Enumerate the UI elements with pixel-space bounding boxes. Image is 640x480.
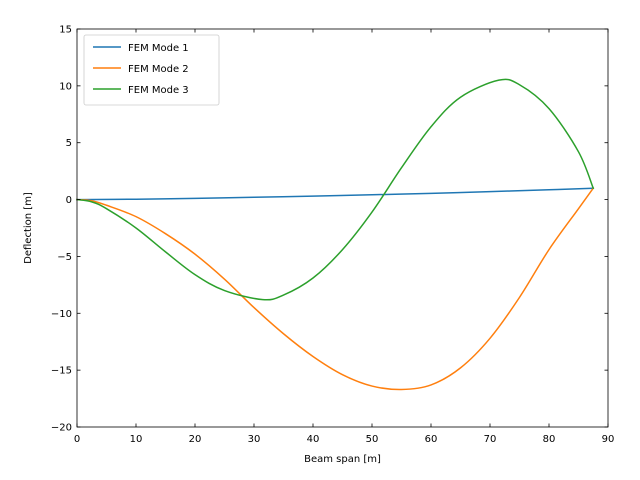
y-tick-label: −5 bbox=[57, 252, 72, 263]
series-line-mode-3 bbox=[76, 78, 595, 301]
x-tick-label: 0 bbox=[74, 434, 80, 445]
x-tick-label: 50 bbox=[366, 434, 379, 445]
y-tick-label: −20 bbox=[51, 423, 72, 434]
x-tick-label: 80 bbox=[543, 434, 556, 445]
x-tick-label: 40 bbox=[307, 434, 320, 445]
legend-label-mode-3: FEM Mode 3 bbox=[128, 85, 189, 96]
y-axis-label: Deflection [m] bbox=[23, 192, 34, 264]
x-tick-label: 20 bbox=[189, 434, 202, 445]
legend: FEM Mode 1 FEM Mode 2 FEM Mode 3 bbox=[83, 34, 220, 106]
x-tick-label: 10 bbox=[130, 434, 143, 445]
x-tick-label: 90 bbox=[602, 434, 615, 445]
y-tick-label: 10 bbox=[59, 81, 72, 92]
y-tick-label: −10 bbox=[51, 309, 72, 320]
y-tick-label: −15 bbox=[51, 366, 72, 377]
legend-label-mode-2: FEM Mode 2 bbox=[128, 64, 189, 75]
series-line-mode-1 bbox=[76, 187, 595, 201]
x-tick-label: 30 bbox=[248, 434, 261, 445]
legend-box bbox=[83, 34, 220, 106]
axes-frame bbox=[76, 28, 609, 428]
x-tick-label: 60 bbox=[425, 434, 438, 445]
x-tick-label: 70 bbox=[484, 434, 497, 445]
y-tick-label: 15 bbox=[59, 25, 72, 36]
y-tick-label: 0 bbox=[66, 195, 72, 206]
series-line-mode-2 bbox=[76, 187, 595, 391]
x-axis-label: Beam span [m] bbox=[304, 454, 381, 465]
legend-label-mode-1: FEM Mode 1 bbox=[128, 43, 189, 54]
y-tick-label: 5 bbox=[66, 138, 72, 149]
